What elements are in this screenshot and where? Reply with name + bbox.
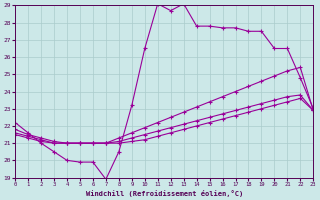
X-axis label: Windchill (Refroidissement éolien,°C): Windchill (Refroidissement éolien,°C) xyxy=(85,190,243,197)
